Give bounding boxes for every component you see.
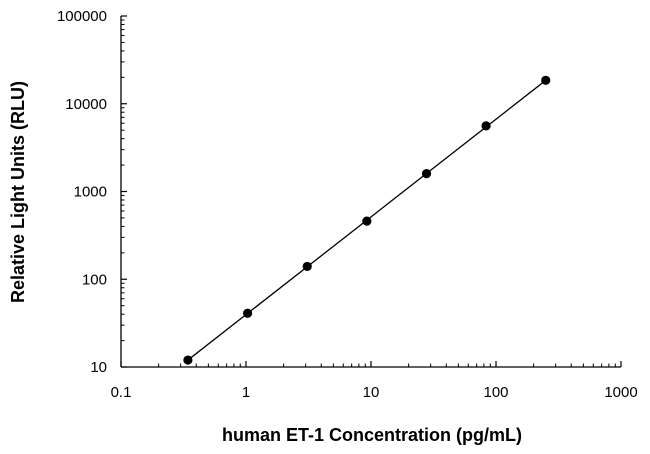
x-tick-label: 10 [363,384,380,401]
y-tick-label: 10000 [65,96,107,113]
data-point [362,216,372,226]
data-point [481,121,491,131]
x-axis-title: human ET-1 Concentration (pg/mL) [222,425,522,445]
y-tick-label: 100 [82,271,107,288]
y-axis-title: Relative Light Units (RLU) [8,81,28,303]
y-tick-label: 100000 [57,8,107,25]
x-tick-label: 100 [483,384,508,401]
axes [120,16,621,368]
data-point [302,261,312,272]
data-point [183,355,193,365]
y-tick-label: 10 [90,359,107,376]
x-tick-label: 1000 [604,384,637,401]
data-point [541,75,551,85]
data-point [421,168,432,179]
ticks: 0.1 1 10 100 1000 10 100 1000 10000 100000 [57,8,638,401]
x-tick-label: 1 [242,384,250,401]
x-tick-label: 0.1 [111,384,132,401]
data-point [243,308,253,318]
y-tick-label: 1000 [74,184,107,201]
data-points [183,75,551,365]
